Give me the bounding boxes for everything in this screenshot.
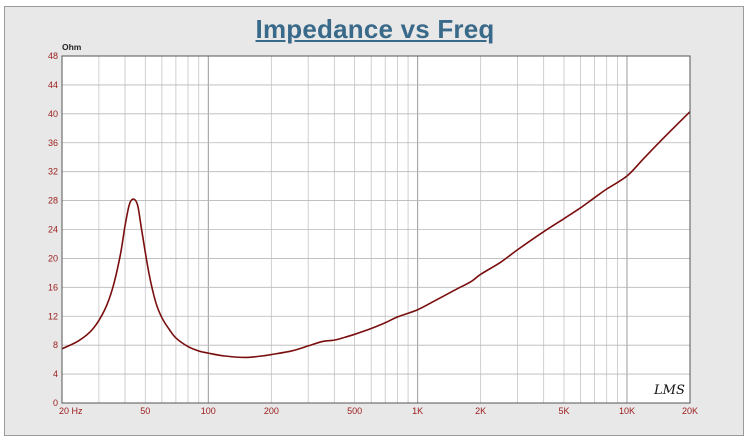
impedance-curve (61, 111, 691, 359)
x-tick-label: 200 (264, 406, 279, 416)
y-tick-label: 0 (53, 398, 58, 408)
y-tick-label: 28 (48, 196, 58, 206)
x-tick-label: 20K (682, 406, 698, 416)
y-tick-label: 16 (48, 282, 58, 292)
y-tick-label: 8 (53, 340, 58, 350)
x-tick-label: 50 (140, 406, 150, 416)
y-tick-label: 48 (48, 51, 58, 61)
plot-border (61, 55, 691, 404)
y-tick-label: 44 (48, 80, 58, 90)
y-tick-label: 12 (48, 311, 58, 321)
y-tick-label: 4 (53, 369, 58, 379)
major-grid (62, 55, 690, 404)
x-tick-label: 20 Hz (59, 406, 83, 416)
lms-signature: LMS (653, 383, 685, 398)
x-tick-label: 500 (347, 406, 362, 416)
y-tick-label: 40 (48, 109, 58, 119)
x-tick-label: 1K (412, 406, 423, 416)
y-tick-label: 32 (48, 167, 58, 177)
x-tick-label: 2K (475, 406, 486, 416)
chart-title: Impedance vs Freq (255, 14, 495, 44)
series-layer (61, 111, 691, 359)
x-tick-label: 100 (201, 406, 216, 416)
y-tick-label: 36 (48, 138, 58, 148)
y-tick-label: 20 (48, 253, 58, 263)
y-tick-label: 24 (48, 225, 58, 235)
x-tick-label: 10K (619, 406, 635, 416)
x-tick-label: 5K (558, 406, 569, 416)
y-axis-label: Ohm (62, 42, 82, 52)
x-axis-ticks: 20 Hz 50 100 200 500 1K 2K 5K 10K 20K (59, 406, 698, 416)
